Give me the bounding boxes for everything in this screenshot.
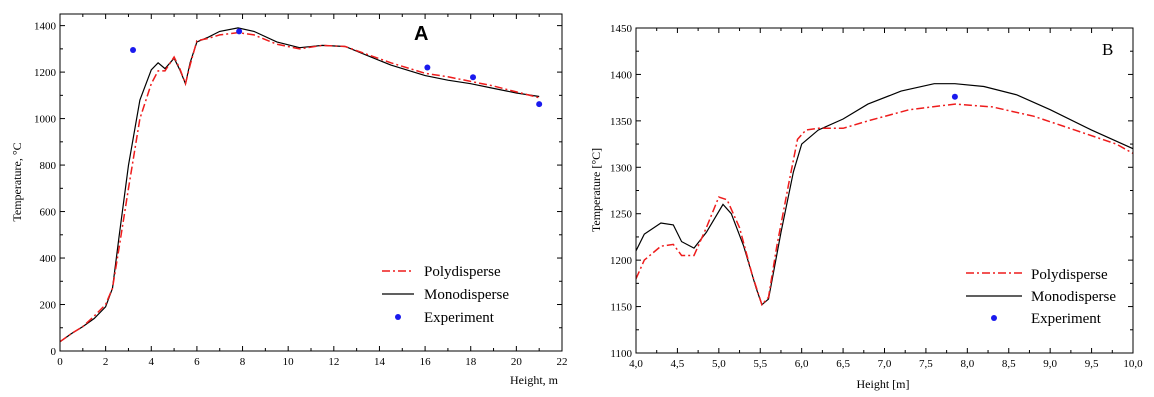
chart-b-y-axis-label: Temperature [°C] [589,148,603,232]
x-tick-label: 7,0 [878,358,892,370]
x-tick-label: 5,5 [753,358,767,370]
x-tick-label: 8 [240,356,246,368]
chart-a: 0 2 4 6 8 10 12 14 16 18 20 22 0 200 400 600 800 1000 1200… [10,13,568,387]
legend-symbol-experiment [395,314,401,320]
x-tick-label: 20 [511,356,523,368]
experiment-point [536,101,543,108]
x-tick-label: 8,0 [960,358,974,370]
x-tick-label: 9,5 [1085,358,1099,370]
chart-b-legend: Polydisperse Monodisperse Experiment [966,267,1116,327]
experiment-point [130,47,137,54]
x-tick-label: 6 [194,356,200,368]
chart-a-legend-monodisperse: Monodisperse [424,287,509,303]
y-tick-label: 1450 [610,23,633,35]
x-tick-label: 4 [149,356,155,368]
y-tick-label: 1400 [34,21,57,33]
experiment-point [424,64,431,71]
y-tick-label: 1100 [610,348,632,360]
x-tick-label: 18 [465,356,477,368]
y-tick-label: 400 [40,253,57,265]
chart-a-panel-label: A [414,23,428,45]
y-tick-label: 1300 [610,162,633,174]
chart-b-legend-experiment: Experiment [1031,311,1102,327]
x-tick-label: 22 [557,356,568,368]
y-tick-label: 1150 [610,302,632,314]
x-tick-label: 4,0 [629,358,643,370]
y-tick-label: 600 [40,207,57,219]
chart-b: 4,0 4,5 5,0 5,5 6,0 6,5 7,0 7,5 8,0 8,5 9,0 9,5 10,0… [589,23,1143,391]
x-tick-label: 8,5 [1002,358,1016,370]
chart-b-panel-label: B [1102,40,1113,59]
y-tick-label: 200 [40,300,57,312]
y-tick-label: 1200 [34,67,57,79]
x-tick-label: 9,0 [1043,358,1057,370]
y-tick-label: 1200 [610,255,633,267]
x-tick-label: 14 [374,356,386,368]
y-tick-label: 1250 [610,209,633,221]
chart-a-legend-polydisperse: Polydisperse [424,264,501,280]
x-tick-label: 4,5 [671,358,685,370]
polydisperse-line [636,103,1133,307]
y-tick-label: 1350 [610,116,633,128]
chart-b-x-axis-label: Height [m] [857,377,910,391]
experiment-point [470,74,477,81]
y-tick-label: 800 [40,160,57,172]
polydisperse-line [60,31,540,343]
chart-a-legend-experiment: Experiment [424,310,495,326]
x-tick-label: 12 [328,356,339,368]
x-tick-label: 10,0 [1123,358,1143,370]
x-tick-label: 10 [283,356,295,368]
chart-a-x-axis-label: Height, m [510,373,559,387]
chart-b-legend-polydisperse: Polydisperse [1031,267,1108,283]
x-tick-label: 2 [103,356,109,368]
experiment-point [236,28,243,35]
y-tick-label: 1400 [610,69,633,81]
x-tick-label: 0 [57,356,63,368]
x-tick-label: 6,5 [836,358,850,370]
x-tick-label: 6,0 [795,358,809,370]
chart-a-legend: Polydisperse Monodisperse Experiment [382,264,509,326]
legend-symbol-experiment [991,315,997,321]
x-tick-label: 7,5 [919,358,933,370]
chart-a-y-axis-label: Temperature, °C [10,142,24,221]
chart-b-legend-monodisperse: Monodisperse [1031,289,1116,305]
monodisperse-line [636,83,1133,306]
y-tick-label: 0 [51,346,57,358]
x-tick-label: 5,0 [712,358,726,370]
y-tick-label: 1000 [34,114,57,126]
x-tick-label: 16 [420,356,432,368]
experiment-point [951,93,958,100]
